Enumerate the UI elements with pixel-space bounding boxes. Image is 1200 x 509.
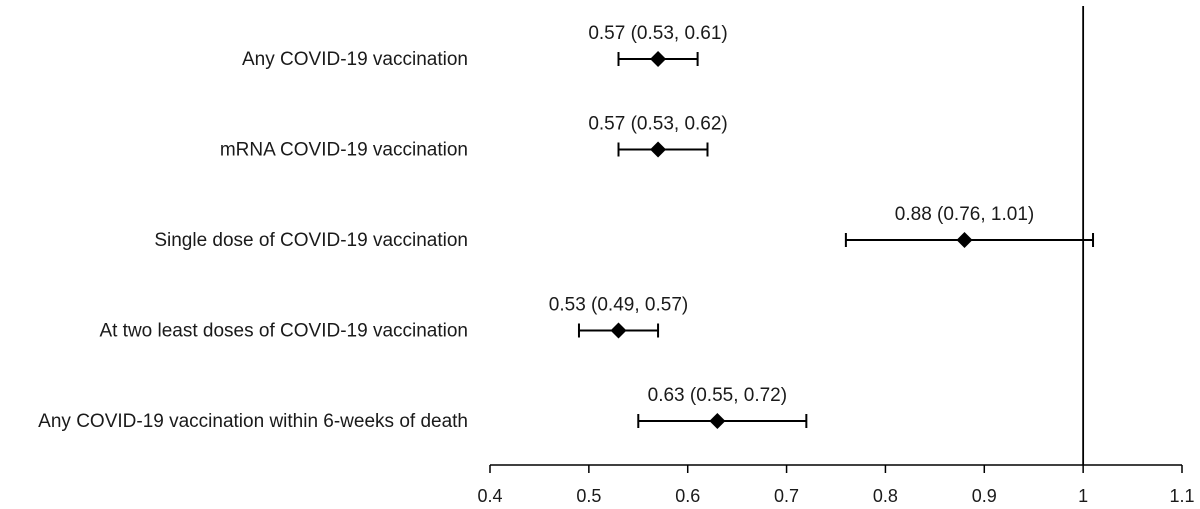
row-label: mRNA COVID-19 vaccination (220, 140, 468, 161)
estimate-marker (650, 141, 667, 158)
row-label: Single dose of COVID-19 vaccination (154, 230, 468, 251)
x-tick-label: 0.8 (873, 486, 898, 506)
forest-row: Any COVID-19 vaccination within 6-weeks … (38, 385, 808, 432)
estimate-marker (610, 322, 627, 339)
row-label: Any COVID-19 vaccination (242, 49, 468, 70)
estimate-marker (650, 51, 667, 67)
row-label: At two least doses of COVID-19 vaccinati… (99, 321, 468, 342)
data-label: 0.63 (0.55, 0.72) (648, 385, 787, 406)
x-tick-label: 0.7 (774, 486, 799, 506)
data-label: 0.57 (0.53, 0.62) (588, 114, 727, 135)
estimate-marker (956, 232, 973, 248)
x-axis: 0.4 0.5 0.6 0.7 0.8 0.9 1 1.1 (477, 6, 1195, 506)
forest-row: mRNA COVID-19 vaccination 0.57 (0.53, 0.6… (220, 114, 728, 161)
forest-row: Single dose of COVID-19 vaccination 0.88 … (154, 204, 1095, 251)
data-label: 0.88 (0.76, 1.01) (895, 204, 1034, 225)
x-tick-label: 1.1 (1169, 486, 1194, 506)
row-label: Any COVID-19 vaccination within 6-weeks … (38, 411, 468, 432)
x-tick-label: 1 (1078, 486, 1088, 506)
estimate-marker (709, 413, 726, 429)
x-tick-label: 0.9 (972, 486, 997, 506)
x-tick-label: 0.4 (477, 486, 502, 506)
x-tick-label: 0.5 (576, 486, 601, 506)
data-label: 0.53 (0.49, 0.57) (549, 295, 688, 316)
rows-layer: Any COVID-19 vaccination 0.57 (0.53, 0.61… (38, 23, 1095, 432)
data-label: 0.57 (0.53, 0.61) (588, 23, 727, 44)
forest-row: At two least doses of COVID-19 vaccinati… (99, 295, 688, 342)
forest-row: Any COVID-19 vaccination 0.57 (0.53, 0.61… (242, 23, 728, 70)
x-tick-label: 0.6 (675, 486, 700, 506)
